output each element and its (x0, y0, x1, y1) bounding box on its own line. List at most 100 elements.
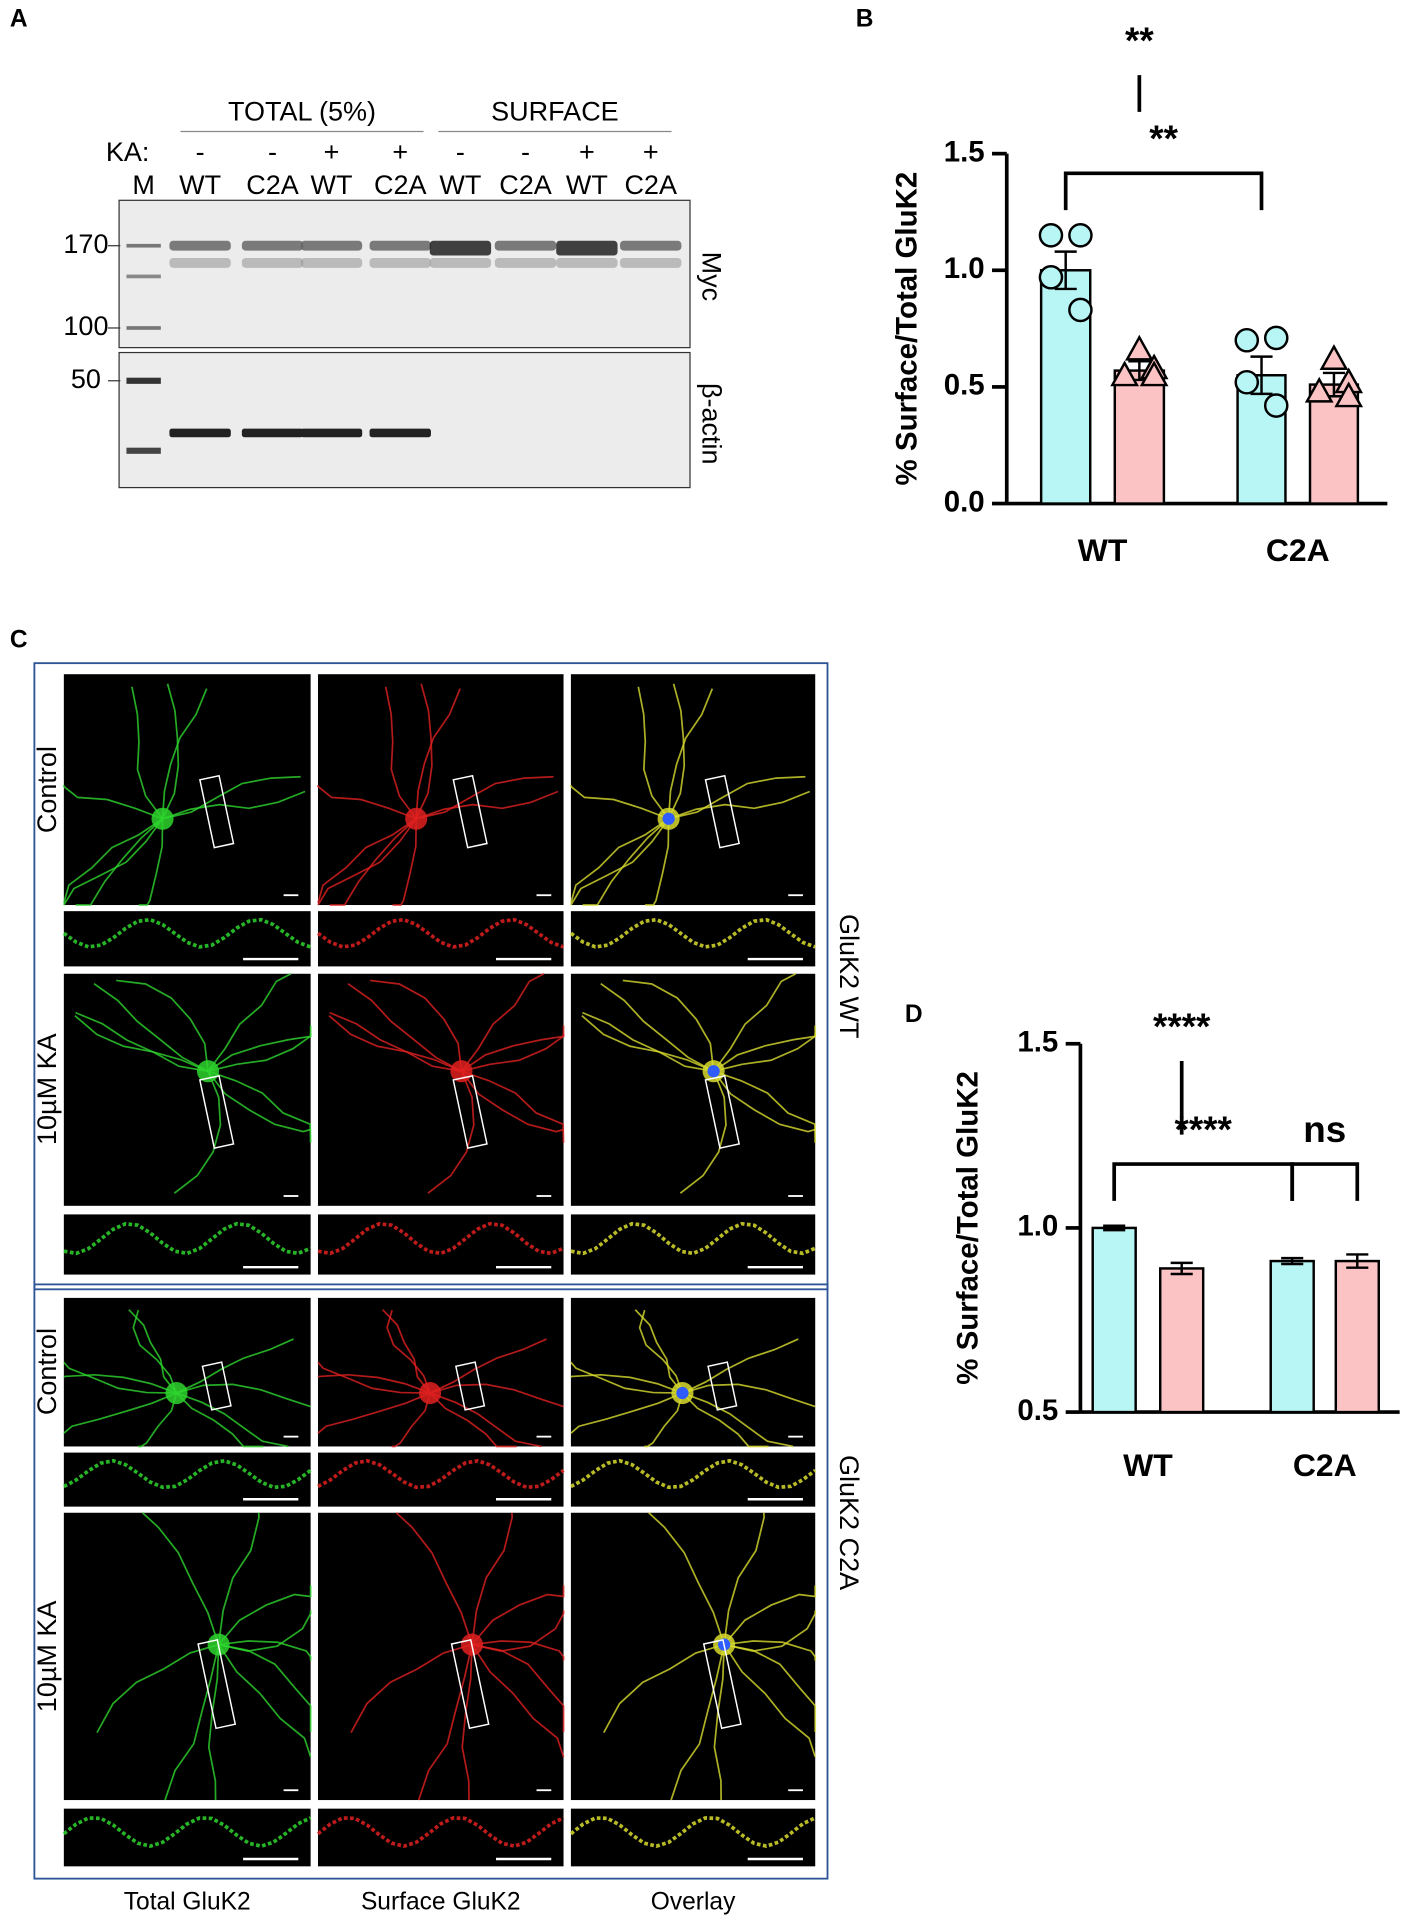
roi (702, 1639, 742, 1730)
band (369, 240, 431, 251)
panel-label: C (10, 627, 28, 654)
neurite (217, 1644, 312, 1758)
x-tick-label: C2A (1293, 1447, 1357, 1483)
micrograph (63, 1452, 311, 1507)
band (620, 240, 682, 251)
micrograph (63, 1297, 311, 1447)
roi (452, 1075, 488, 1149)
neurite (682, 1338, 799, 1394)
neurite (461, 1025, 565, 1073)
significance-label: **** (1153, 1006, 1211, 1047)
bar (1113, 369, 1166, 505)
significance-bracket (1112, 1162, 1295, 1201)
neurite (63, 1373, 177, 1394)
band (126, 243, 161, 248)
blot-myc (118, 199, 691, 349)
neurite (461, 1644, 473, 1801)
neurite (75, 818, 164, 906)
micrograph (317, 674, 564, 906)
micrograph (570, 1512, 816, 1801)
neurite (461, 1070, 565, 1143)
neurite (570, 1373, 683, 1394)
neurite (164, 1644, 220, 1801)
micrograph (570, 674, 816, 906)
panel-label: B (856, 5, 874, 32)
lane-label: WT (179, 170, 221, 200)
band (241, 258, 304, 268)
neurite (471, 1512, 514, 1645)
group-label: GluK2 WT (834, 914, 864, 1039)
neurite (138, 1392, 178, 1448)
ka-sign: - (268, 137, 277, 167)
panel-label: A (10, 5, 28, 32)
neurite (63, 818, 164, 906)
band (169, 258, 231, 268)
nucleus (676, 1386, 689, 1400)
micrograph (570, 1808, 816, 1867)
neurite (329, 818, 417, 906)
micrograph (317, 1452, 564, 1507)
soma (151, 807, 174, 830)
group-box (33, 662, 829, 1291)
blot-name: Myc (696, 252, 726, 301)
band (494, 240, 557, 251)
neurite (713, 1644, 725, 1801)
dendrite (569, 917, 816, 949)
column-label: Overlay (651, 1889, 736, 1916)
micrograph (63, 911, 311, 967)
significance-label: ** (1125, 20, 1154, 61)
ka-sign: + (643, 137, 659, 167)
neurite (207, 973, 292, 1072)
neurite (668, 775, 806, 820)
dendrite (570, 1458, 817, 1490)
error-bar (1346, 1253, 1369, 1269)
band (300, 428, 363, 438)
neurite (62, 785, 163, 820)
significance-label: ns (1303, 1109, 1346, 1150)
roi (199, 774, 235, 849)
neurite (176, 1383, 311, 1408)
neurite (116, 979, 209, 1072)
neurite (681, 1392, 769, 1448)
y-tick-label: 1.0 (944, 252, 985, 285)
blot-header: SURFACE (491, 96, 619, 126)
neurite (74, 1015, 209, 1073)
neurite (712, 973, 797, 1072)
row-label: 10µM KA (32, 1033, 62, 1145)
error-bar (1281, 1256, 1304, 1266)
roi (455, 1361, 486, 1411)
neurite (713, 1025, 817, 1073)
neurite (471, 1643, 565, 1732)
panel-label: D (905, 1001, 923, 1028)
neurite (218, 1643, 312, 1732)
data-point (1263, 325, 1289, 351)
band (300, 258, 363, 268)
data-point (1319, 344, 1349, 370)
bar (1158, 1267, 1205, 1414)
micrograph (63, 1512, 311, 1801)
error-bar (1250, 355, 1273, 396)
y-tick-label: 0.5 (944, 369, 985, 402)
micrograph (317, 1512, 564, 1801)
roi (707, 1361, 738, 1411)
roi (704, 1075, 741, 1149)
data-point (1234, 369, 1260, 395)
neurite (128, 1309, 178, 1394)
bar (1334, 1259, 1380, 1414)
neurite (207, 1644, 220, 1801)
neurite (429, 1392, 542, 1448)
ka-sign: + (392, 137, 408, 167)
nucleus (707, 1065, 720, 1078)
column-label: Surface GluK2 (361, 1889, 521, 1916)
neurite (570, 785, 669, 820)
neurite (637, 686, 670, 820)
dendrite (63, 1221, 312, 1256)
neurite (415, 683, 433, 820)
neurite (347, 983, 462, 1072)
neurite (582, 1011, 714, 1073)
neurite (622, 979, 715, 1072)
nucleus (662, 812, 675, 825)
blot-header: TOTAL (5%) (228, 96, 376, 126)
row-label: 10µM KA (32, 1601, 62, 1713)
neurite (63, 1392, 177, 1434)
